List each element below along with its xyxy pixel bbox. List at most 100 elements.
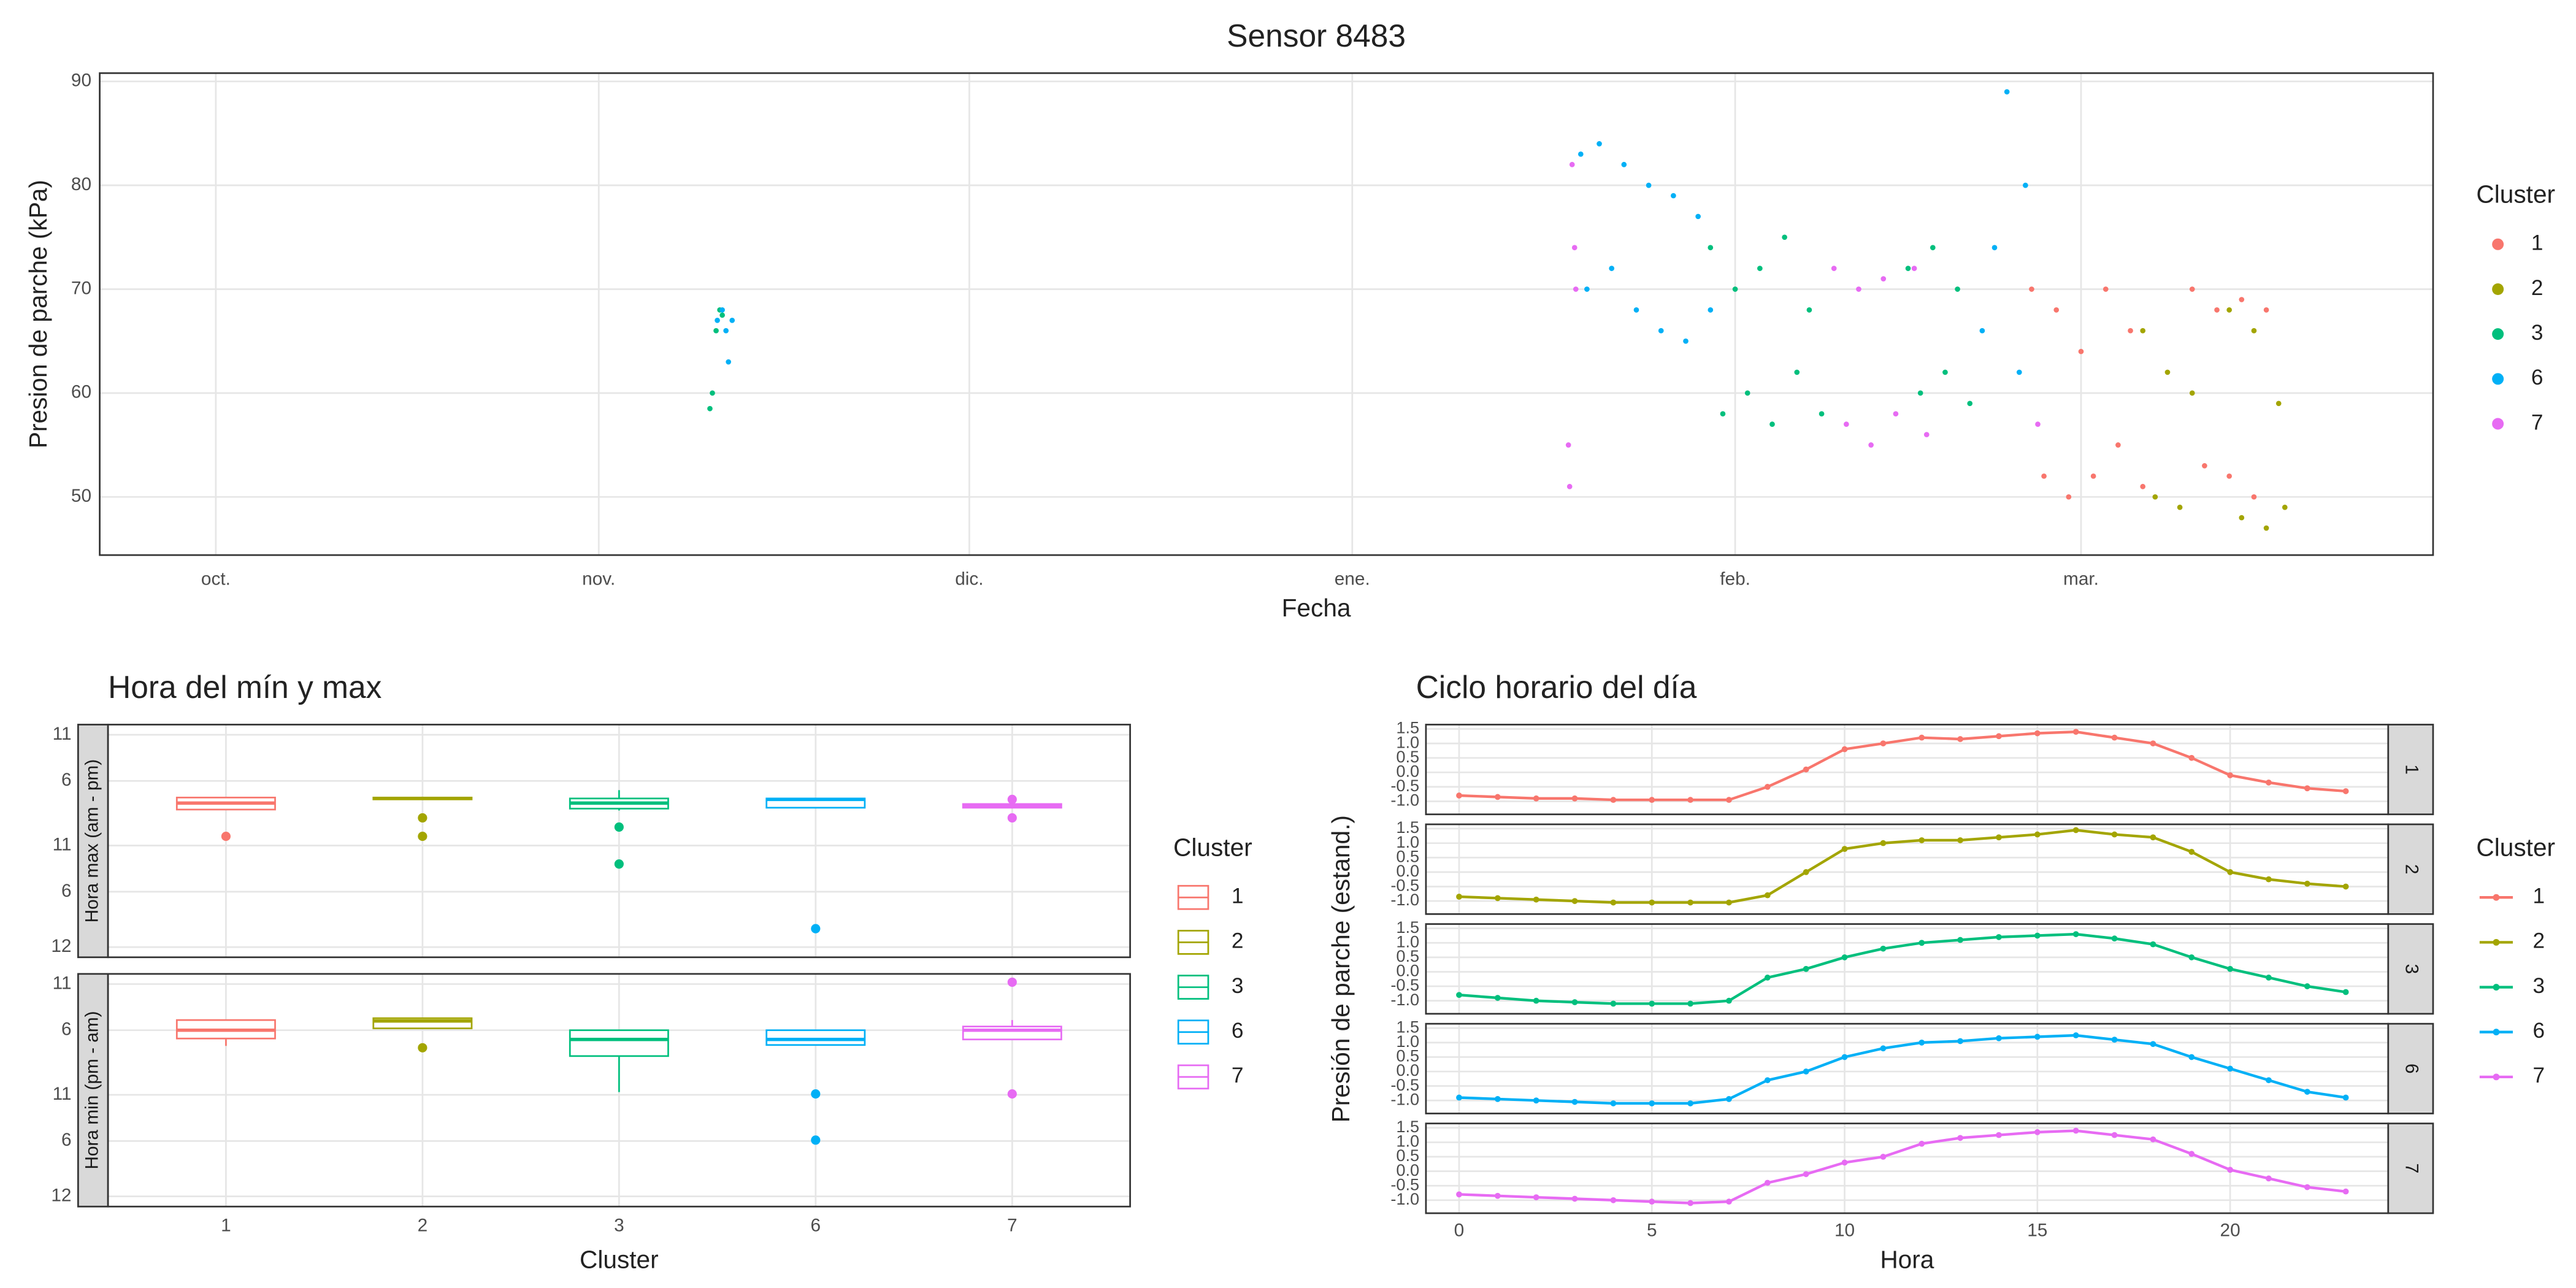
point — [2275, 401, 2282, 407]
point — [1671, 193, 1676, 199]
point — [1569, 161, 1575, 167]
x-tick-label: dic. — [955, 569, 983, 589]
point — [1880, 1154, 1887, 1160]
legend-title: Cluster — [2476, 180, 2555, 208]
chart-title: Ciclo horario del día — [1416, 669, 1697, 705]
legend-title: Cluster — [2476, 833, 2555, 861]
x-tick-label: 5 — [1647, 1221, 1657, 1241]
point — [1610, 797, 1617, 803]
point — [2078, 348, 2084, 355]
point — [1757, 266, 1763, 271]
legend-key — [2492, 418, 2504, 430]
point — [1841, 846, 1848, 852]
point — [1720, 411, 1726, 417]
legend-label: 1 — [1232, 884, 1244, 908]
point — [1610, 899, 1617, 906]
point — [1831, 266, 1837, 271]
outlier — [614, 859, 624, 869]
legend-label: 1 — [2531, 231, 2543, 255]
point — [2342, 989, 2349, 995]
point — [1649, 1100, 1655, 1106]
panel-border — [99, 72, 2434, 556]
facet-label: 2 — [2402, 864, 2422, 875]
point — [1565, 442, 1571, 448]
x-tick-label: feb. — [1720, 569, 1750, 589]
y-tick-label: -0.5 — [1390, 1075, 1419, 1094]
point — [1803, 766, 1809, 773]
point — [2342, 883, 2349, 890]
point — [2034, 730, 2041, 737]
facet-strip — [2387, 1022, 2434, 1114]
point — [1726, 899, 1732, 906]
point — [2111, 935, 2118, 942]
y-tick-label: -1.0 — [1390, 1089, 1419, 1108]
chart-title: Hora del mín y max — [108, 669, 381, 705]
legend-label: 2 — [2533, 929, 2545, 953]
y-tick-label: 0.5 — [1396, 1146, 1419, 1165]
y-tick-label: 1.0 — [1396, 1032, 1419, 1051]
point — [1957, 736, 1963, 742]
y-tick-label: 1.5 — [1396, 1117, 1419, 1136]
y-tick-label: 1.0 — [1396, 1132, 1419, 1151]
point — [1533, 795, 1539, 802]
point — [1764, 784, 1771, 790]
point — [2034, 1129, 2041, 1135]
point — [1967, 401, 1973, 407]
point — [707, 405, 713, 412]
point — [1456, 894, 1462, 900]
legend-key-point — [2493, 984, 2500, 991]
point — [1744, 390, 1750, 396]
point — [2214, 307, 2220, 313]
point — [1687, 899, 1693, 906]
point — [1803, 1171, 1809, 1178]
point — [1868, 442, 1874, 448]
point — [1841, 1054, 1848, 1060]
point — [2072, 1127, 2079, 1134]
y-axis-title: Presion de parche (kPa) — [24, 180, 52, 448]
point — [719, 312, 725, 318]
point — [2266, 1175, 2272, 1182]
point — [1843, 421, 1849, 427]
y-tick-label: 60 — [71, 382, 91, 402]
point — [2128, 328, 2133, 334]
point — [2164, 369, 2171, 375]
point — [1919, 1140, 1925, 1147]
line — [1459, 829, 2346, 904]
point — [1893, 411, 1899, 417]
legend-label: 3 — [2531, 321, 2543, 345]
y-tick-label: 0.0 — [1396, 1060, 1419, 1079]
y-tick-label: 6 — [61, 1019, 72, 1040]
y-axis-title: Presión de parche (estand.) — [1327, 815, 1355, 1122]
point — [1456, 1191, 1462, 1198]
point — [719, 307, 725, 313]
outlier — [1007, 1089, 1017, 1099]
x-tick-label: ene. — [1335, 569, 1370, 589]
point — [2304, 1089, 2310, 1095]
line — [1459, 1033, 2346, 1105]
legend-label: 6 — [1232, 1019, 1244, 1043]
legend-label: 6 — [2533, 1019, 2545, 1043]
point — [1764, 1179, 1771, 1186]
point — [1494, 995, 1501, 1001]
point — [1856, 286, 1861, 292]
point — [1996, 933, 2002, 940]
legend-label: 2 — [2531, 276, 2543, 300]
point — [2066, 494, 2072, 500]
point — [1880, 276, 1887, 282]
point — [1577, 151, 1584, 157]
point — [2251, 328, 2257, 334]
point — [2023, 182, 2028, 188]
y-tick-label: 11 — [53, 724, 72, 744]
point — [1764, 975, 1771, 981]
facet-label: 3 — [2402, 964, 2422, 974]
legend-key — [2492, 373, 2504, 385]
point — [2150, 1136, 2156, 1143]
point — [1584, 286, 1590, 292]
point — [1494, 1192, 1501, 1199]
legend-label: 6 — [2531, 366, 2543, 389]
y-tick-label: -0.5 — [1390, 975, 1419, 994]
point — [2227, 965, 2233, 972]
y-tick-label: 11 — [53, 834, 72, 854]
point — [2342, 788, 2349, 794]
y-tick-label: 6 — [61, 770, 72, 790]
